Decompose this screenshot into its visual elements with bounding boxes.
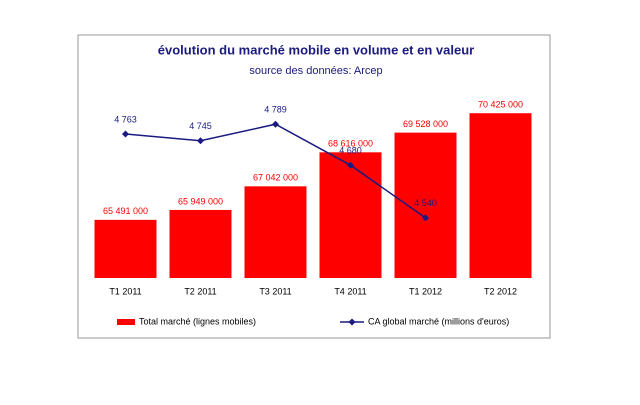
legend-label: Total marché (lignes mobiles) [139,316,256,326]
value-label: 4 680 [339,146,362,156]
bar [94,219,157,278]
value-label: 67 042 000 [253,173,298,183]
bar [244,186,307,278]
x-tick-label: T2 2011 [184,286,216,296]
value-label: 4 763 [114,114,137,124]
bar [319,152,382,278]
line-point [272,120,279,128]
value-label: 4 789 [264,105,287,115]
value-label: 65 491 000 [103,206,148,216]
value-label: 4 540 [414,198,437,208]
value-label: 68 616 000 [328,139,373,149]
line-point [197,137,204,145]
legend-label: CA global marché (millions d'euros) [368,316,509,326]
bar [394,132,457,278]
bar [169,209,232,278]
value-label: 69 528 000 [403,119,448,129]
legend-swatch [348,318,356,326]
legend-swatch [117,319,135,325]
chart-title: évolution du marché mobile en volume et … [158,42,474,57]
x-tick-label: T1 2012 [409,286,442,296]
x-tick-label: T2 2012 [484,286,517,296]
line-point [347,161,354,169]
x-tick-label: T1 2011 [109,286,141,296]
chart-subtitle: source des données: Arcep [249,65,382,77]
value-label: 70 425 000 [478,100,523,110]
line-point [122,130,129,138]
x-tick-label: T3 2011 [259,286,291,296]
x-tick-label: T4 2011 [334,286,366,296]
value-label: 4 745 [189,121,212,131]
line-point [422,214,429,222]
value-label: 65 949 000 [178,196,223,206]
bar [469,113,532,278]
